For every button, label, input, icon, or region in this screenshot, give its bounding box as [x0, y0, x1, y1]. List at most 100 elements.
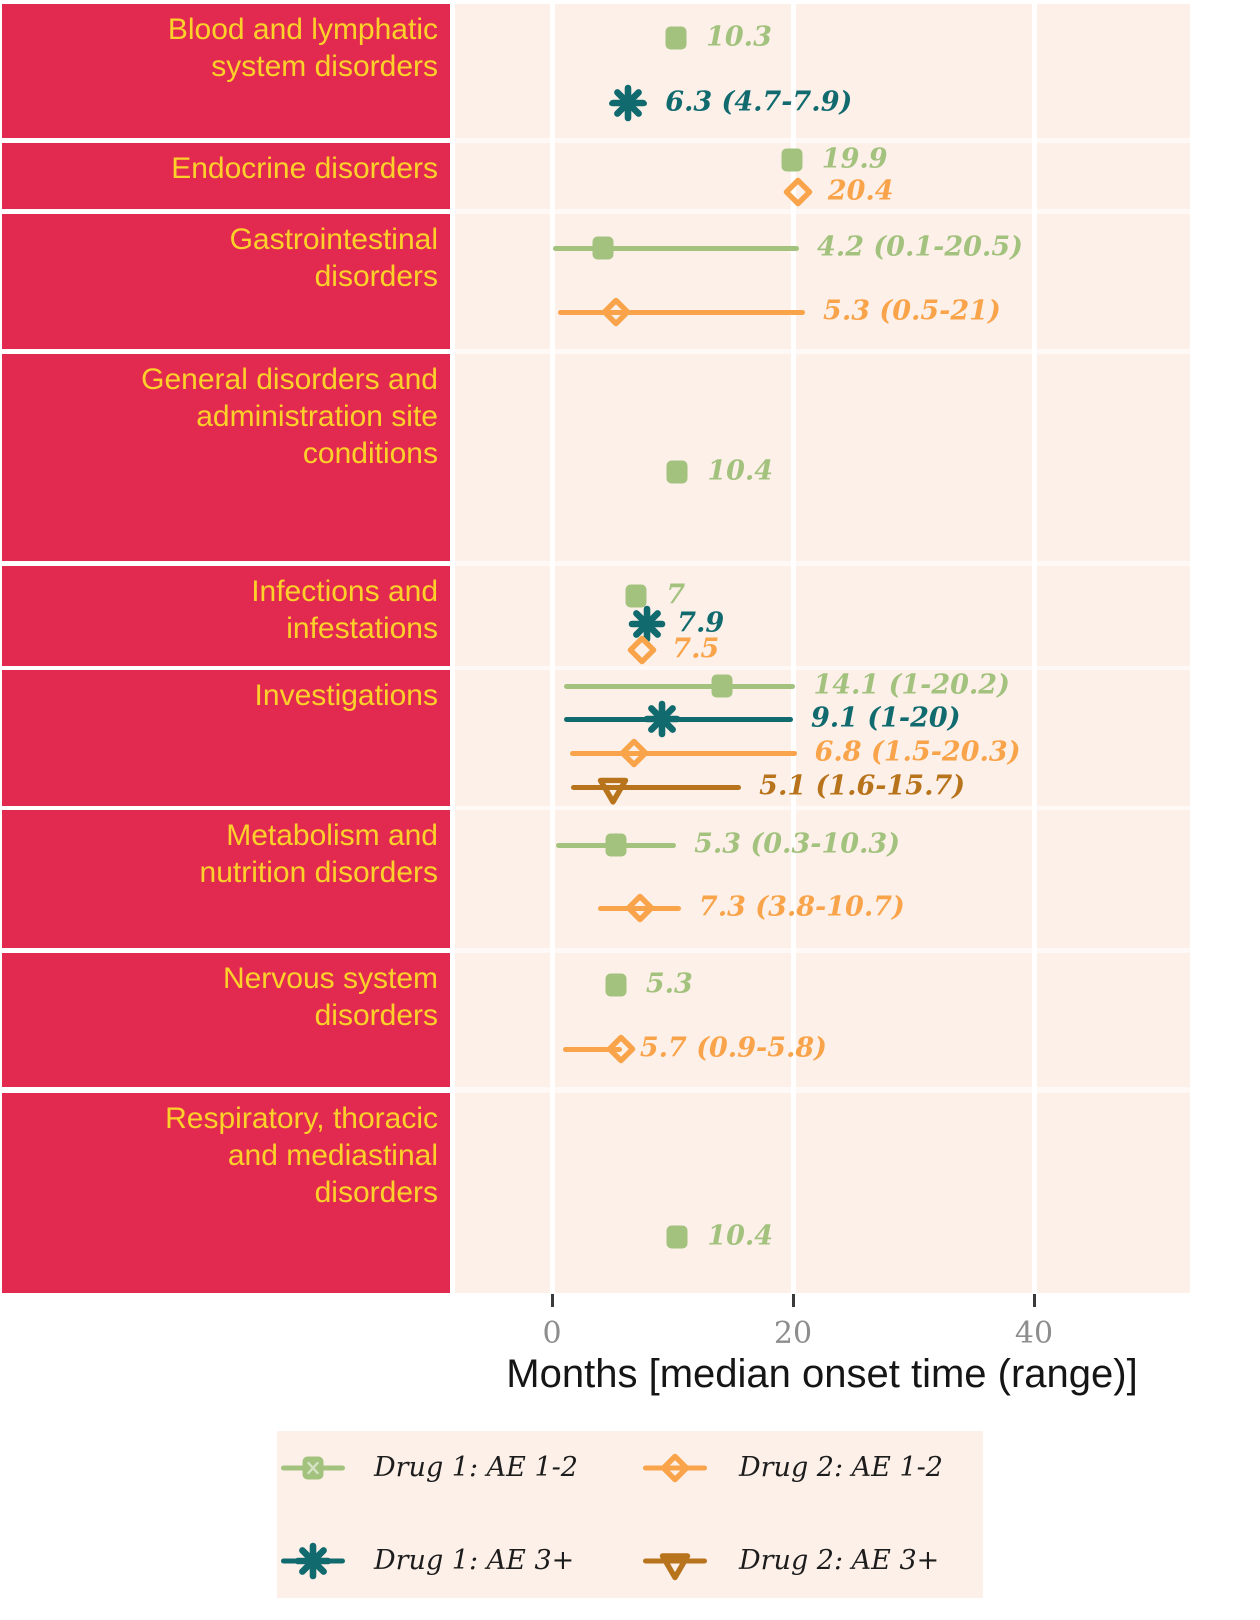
- band-separator-line: [455, 806, 1190, 810]
- square-marker-icon: [623, 582, 650, 611]
- value-label: 5.1 (1.6-15.7): [759, 770, 966, 802]
- value-label: 6.3 (4.7-7.9): [665, 86, 853, 118]
- category-label-box: Endocrine disorders: [2, 143, 450, 209]
- value-label: 7.3 (3.8-10.7): [698, 891, 905, 923]
- square-marker-icon: [778, 146, 805, 175]
- band-separator-line: [455, 209, 1190, 214]
- range-line: [553, 245, 800, 251]
- category-label: Gastrointestinal: [229, 223, 438, 256]
- square-marker-icon: [589, 234, 616, 263]
- gridline: [549, 4, 555, 1293]
- band-separator-line: [455, 1087, 1190, 1093]
- square-marker-icon: [664, 458, 691, 487]
- category-label: Endocrine disorders: [171, 152, 438, 185]
- category-label: Infections and: [251, 575, 438, 608]
- value-label: 19.9: [821, 143, 888, 175]
- value-label: 7.9: [677, 607, 725, 639]
- category-label: and mediastinal: [227, 1139, 438, 1172]
- legend-item-label: Drug 1: AE 1-2: [374, 1451, 578, 1483]
- legend-item-label: Drug 1: AE 3+: [374, 1544, 575, 1576]
- legend-key-line: [643, 1558, 707, 1564]
- band-separator-line: [455, 349, 1190, 354]
- category-label: administration site: [196, 400, 438, 433]
- category-label-box: Metabolism and nutrition disorders: [2, 810, 450, 948]
- diamond-marker-icon: [602, 1030, 640, 1068]
- axis-tick: [791, 1294, 795, 1307]
- asterisk-marker-icon: [628, 605, 666, 643]
- plot-panel: [455, 4, 1190, 1293]
- value-label: 20.4: [827, 175, 894, 207]
- square-marker-icon: [708, 672, 735, 701]
- axis-tick-label: 0: [542, 1316, 562, 1351]
- category-label: disorders: [314, 1176, 438, 1209]
- legend-item-label: Drug 2: AE 3+: [739, 1544, 940, 1576]
- square-marker-icon: [602, 971, 629, 1000]
- category-label: disorders: [314, 999, 438, 1032]
- range-line: [564, 683, 796, 689]
- value-label: 4.2 (0.1-20.5): [817, 231, 1023, 263]
- category-label: Investigations: [254, 679, 438, 712]
- value-label: 7: [666, 579, 686, 611]
- axis-tick: [550, 1294, 554, 1307]
- category-label-box: Nervous system disorders: [2, 953, 450, 1087]
- diamond-marker-icon: [623, 631, 661, 669]
- value-label: 5.3: [645, 968, 693, 1000]
- value-label: 5.3 (0.5-21): [823, 295, 1001, 327]
- diamond-marker-icon: [621, 889, 659, 927]
- range-line: [597, 905, 681, 911]
- square-marker-icon: [664, 1223, 691, 1252]
- value-label: 5.7 (0.9-5.8): [639, 1032, 827, 1064]
- axis-tick-label: 20: [773, 1316, 813, 1351]
- legend-key-line: [643, 1465, 707, 1471]
- category-label: Blood and lymphatic: [167, 13, 438, 46]
- category-label-box: Blood and lymphatic system disorders: [2, 4, 450, 138]
- range-line: [571, 784, 742, 790]
- axis-tick-label: 40: [1014, 1316, 1054, 1351]
- value-label: 14.1 (1-20.2): [813, 669, 1010, 701]
- gridline: [1031, 4, 1037, 1293]
- legend-item-label: Drug 2: AE 1-2: [739, 1451, 943, 1483]
- category-label: Respiratory, thoracic: [165, 1102, 438, 1135]
- diamond-marker-icon: [615, 734, 653, 772]
- category-label-box: Investigations: [2, 670, 450, 806]
- asterisk-marker-icon: [609, 84, 647, 122]
- range-line: [558, 309, 806, 315]
- legend: Drug 1: AE 1-2 Drug 2: AE 1-2 Drug 1: AE…: [277, 1431, 983, 1598]
- category-label: General disorders and: [141, 363, 438, 396]
- range-line: [570, 750, 797, 756]
- value-label: 9.1 (1-20): [811, 702, 961, 734]
- x-axis-title: Months [median onset time (range)]: [506, 1352, 1138, 1396]
- triangle-marker-icon: [594, 773, 632, 807]
- diamond-marker-icon: [597, 293, 635, 331]
- category-label-box: Respiratory, thoracic and mediastinal diso…: [2, 1093, 450, 1293]
- gridline: [790, 4, 796, 1293]
- value-label: 10.4: [707, 455, 774, 487]
- square-marker-icon: [663, 24, 690, 53]
- category-label: conditions: [302, 437, 438, 470]
- value-label: 10.3: [706, 21, 772, 53]
- category-label: Metabolism and: [226, 819, 438, 852]
- value-label: 7.5: [672, 633, 720, 665]
- legend-triangle-icon: [656, 1549, 694, 1583]
- range-line: [562, 1046, 622, 1052]
- value-label: 10.4: [707, 1220, 774, 1252]
- band-separator-line: [455, 948, 1190, 953]
- band-separator-line: [455, 561, 1190, 566]
- asterisk-marker-icon: [643, 700, 681, 738]
- legend-square-icon: [300, 1454, 327, 1483]
- category-label: infestations: [286, 612, 438, 645]
- category-label: system disorders: [211, 50, 438, 83]
- band-separator-line: [455, 666, 1190, 670]
- diamond-marker-icon: [779, 173, 817, 211]
- value-label: 5.3 (0.3-10.3): [694, 828, 900, 860]
- category-label: nutrition disorders: [199, 856, 438, 889]
- square-marker-icon: [602, 831, 629, 860]
- category-label-box: Gastrointestinal disorders: [2, 214, 450, 349]
- band-separator-line: [455, 138, 1190, 143]
- category-label-box: Infections and infestations: [2, 566, 450, 666]
- category-label: disorders: [314, 260, 438, 293]
- legend-asterisk-icon: [294, 1542, 332, 1580]
- value-label: 6.8 (1.5-20.3): [814, 736, 1021, 768]
- axis-tick: [1032, 1294, 1036, 1307]
